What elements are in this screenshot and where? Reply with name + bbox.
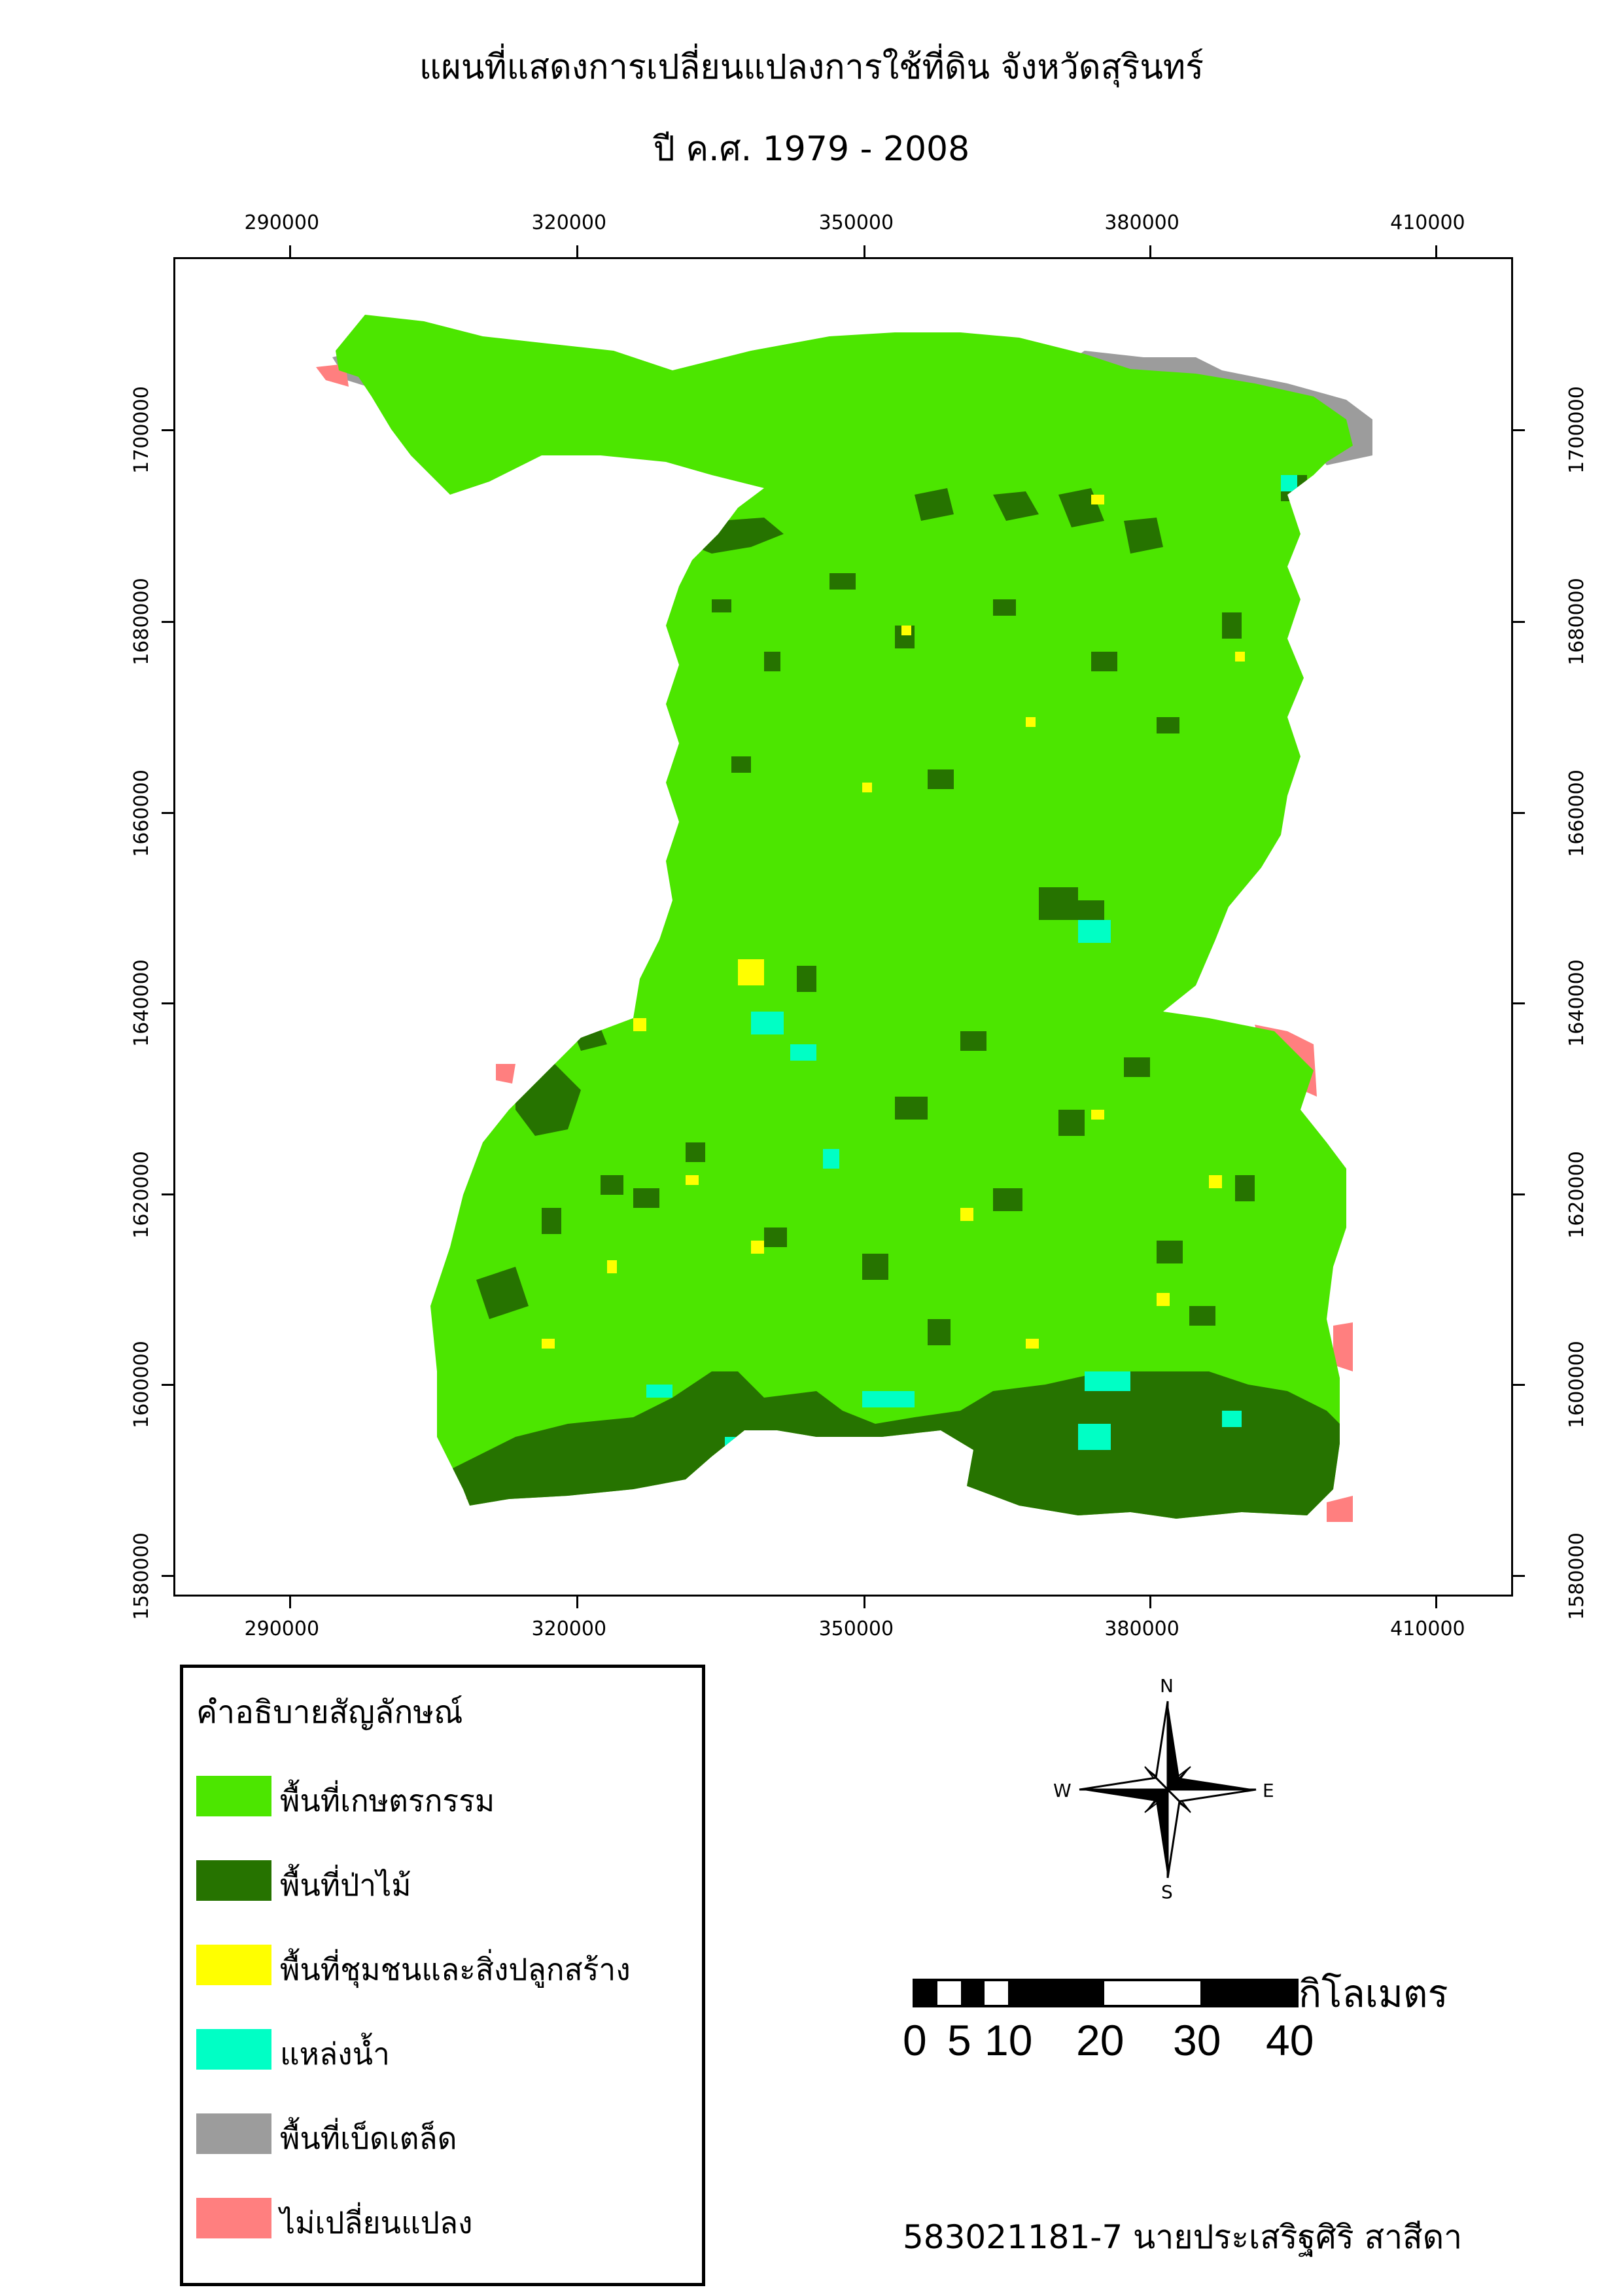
legend-label-misc: พื้นที่เบ็ดเตล็ด <box>280 2121 457 2156</box>
land-use-map <box>316 315 1372 1522</box>
compass: N S E W <box>1053 1675 1282 1903</box>
legend-label-forest: พื้นที่ป่าไม้ <box>280 1867 411 1903</box>
grid-tick-right <box>1513 429 1525 431</box>
map-frame <box>173 257 1513 1597</box>
scale-label-0: 0 <box>903 2016 927 2064</box>
author-credit: 583021181-7 นายประเสริฐศิริ สาสีดา <box>903 2218 1463 2256</box>
legend-swatch-urban <box>196 1945 271 1985</box>
scale-label-30: 30 <box>1173 2016 1221 2064</box>
grid-tick-bottom <box>864 1597 866 1608</box>
legend-swatch-forest <box>196 1860 271 1901</box>
easting-label-bottom: 410000 <box>1390 1617 1465 1640</box>
grid-tick-left <box>162 1002 173 1004</box>
grid-tick-left <box>162 620 173 623</box>
legend-swatch-unchanged <box>196 2198 271 2238</box>
grid-tick-top <box>864 245 866 257</box>
compass-east-label: E <box>1263 1780 1274 1801</box>
northing-label-right: 1640000 <box>1565 959 1588 1048</box>
easting-label-top: 350000 <box>818 211 894 234</box>
compass-west-label: W <box>1053 1780 1072 1801</box>
grid-tick-bottom <box>289 1597 292 1608</box>
legend: คำอธิบายสัญลักษณ์ พื้นที่เกษตรกรรม พื้นท… <box>180 1665 705 2286</box>
scale-unit-label: กิโลเมตร <box>1299 1971 1448 2016</box>
legend-label-water: แหล่งน้ำ <box>280 2036 390 2072</box>
northing-label-right: 1600000 <box>1565 1341 1588 1429</box>
easting-label-top: 320000 <box>531 211 607 234</box>
compass-north-label: N <box>1160 1675 1174 1697</box>
legend-label-urban: พื้นที่ชุมชนและสิ่งปลูกสร้าง <box>280 1952 631 1987</box>
compass-rose-icon <box>1079 1701 1257 1879</box>
legend-swatch-misc <box>196 2113 271 2154</box>
northing-label-right: 1620000 <box>1565 1151 1588 1239</box>
scale-bar-graphic <box>913 1979 1299 2007</box>
legend-swatch-water <box>196 2029 271 2070</box>
northing-label-right: 1700000 <box>1565 386 1588 474</box>
northing-label-left: 1620000 <box>130 1151 153 1239</box>
grid-tick-right <box>1513 812 1525 815</box>
legend-label-unchanged: ไม่เปลี่ยนแปลง <box>280 2205 473 2240</box>
easting-label-bottom: 320000 <box>531 1617 607 1640</box>
grid-tick-top <box>1435 245 1437 257</box>
legend-swatch-agriculture <box>196 1776 271 1816</box>
grid-tick-right <box>1513 1575 1525 1578</box>
northing-label-left: 1640000 <box>130 959 153 1048</box>
scale-label-5: 5 <box>947 2016 971 2064</box>
northing-label-left: 1660000 <box>130 769 153 857</box>
grid-tick-bottom <box>1435 1597 1437 1608</box>
easting-label-top: 410000 <box>1390 211 1465 234</box>
easting-label-bottom: 290000 <box>244 1617 320 1640</box>
northing-label-left: 1680000 <box>130 578 153 665</box>
grid-tick-top <box>289 245 292 257</box>
grid-tick-left <box>162 429 173 431</box>
grid-tick-left <box>162 1575 173 1578</box>
grid-tick-left <box>162 1193 173 1196</box>
grid-tick-right <box>1513 1383 1525 1386</box>
forest-north <box>679 488 1163 554</box>
forest-west <box>476 1012 607 1319</box>
grid-tick-bottom <box>1149 1597 1151 1608</box>
scale-label-40: 40 <box>1266 2016 1314 2064</box>
grid-tick-top <box>576 245 579 257</box>
urban-areas <box>542 495 1245 1349</box>
compass-south-label: S <box>1161 1881 1173 1903</box>
legend-label-agriculture: พื้นที่เกษตรกรรม <box>280 1783 495 1818</box>
grid-tick-right <box>1513 1002 1525 1004</box>
legend-title: คำอธิบายสัญลักษณ์ <box>196 1694 463 1731</box>
northing-label-left: 1600000 <box>130 1341 153 1429</box>
grid-tick-top <box>1149 245 1151 257</box>
northing-label-left: 1580000 <box>130 1532 153 1620</box>
easting-label-top: 380000 <box>1104 211 1179 234</box>
easting-label-top: 290000 <box>244 211 320 234</box>
map-title: แผนที่แสดงการเปลี่ยนแปลงการใช้ที่ดิน จัง… <box>419 48 1204 87</box>
grid-tick-left <box>162 812 173 815</box>
map-subtitle: ปี ค.ศ. 1979 - 2008 <box>653 130 970 169</box>
northing-label-left: 1700000 <box>130 386 153 474</box>
scale-label-10: 10 <box>985 2016 1033 2064</box>
northing-label-right: 1580000 <box>1565 1532 1588 1620</box>
grid-tick-bottom <box>576 1597 579 1608</box>
grid-tick-left <box>162 1383 173 1386</box>
northing-label-right: 1680000 <box>1565 578 1588 665</box>
agriculture-area <box>336 315 1353 1519</box>
grid-tick-right <box>1513 620 1525 623</box>
easting-label-bottom: 380000 <box>1104 1617 1179 1640</box>
scale-label-20: 20 <box>1076 2016 1125 2064</box>
easting-label-bottom: 350000 <box>818 1617 894 1640</box>
scale-bar <box>913 1979 1299 2007</box>
grid-tick-right <box>1513 1193 1525 1196</box>
northing-label-right: 1660000 <box>1565 769 1588 857</box>
